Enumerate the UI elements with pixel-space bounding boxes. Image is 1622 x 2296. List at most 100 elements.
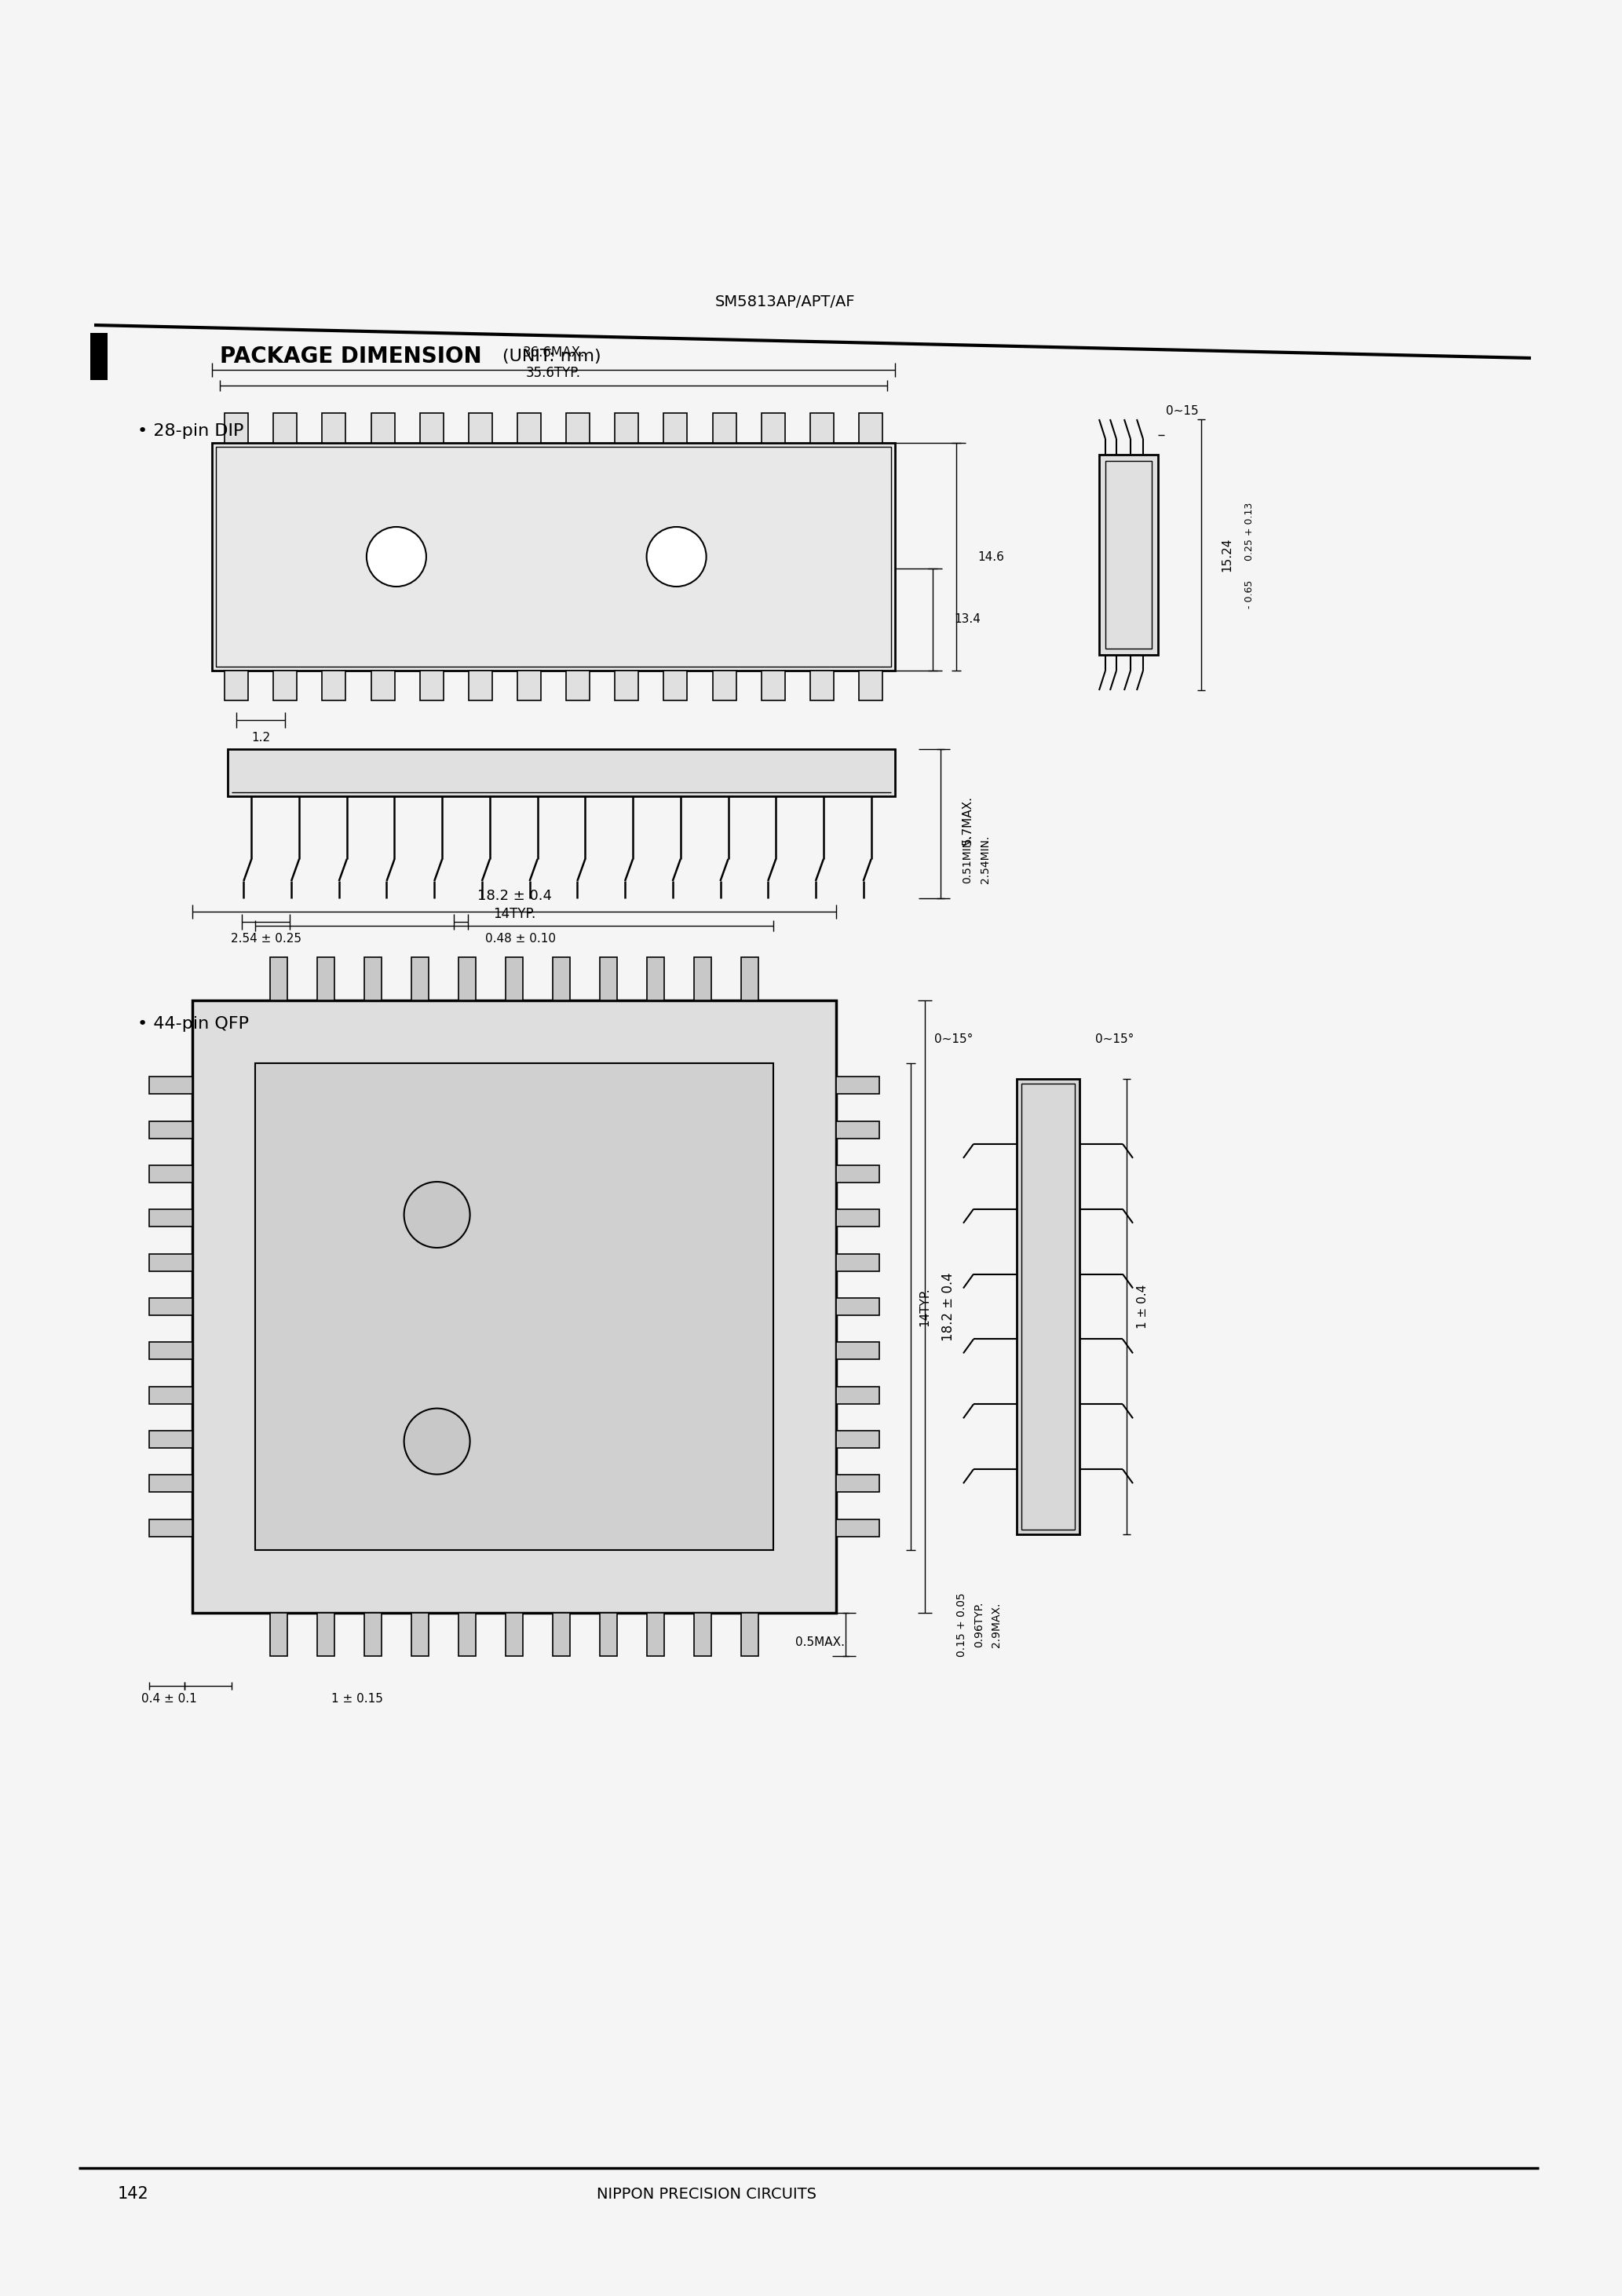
Text: 14TYP.: 14TYP. — [920, 1288, 931, 1327]
Text: 14TYP.: 14TYP. — [493, 907, 535, 921]
Text: 0.15 + 0.05: 0.15 + 0.05 — [957, 1593, 967, 1658]
Text: 1.2: 1.2 — [251, 732, 271, 744]
Text: 0.5MAX.: 0.5MAX. — [796, 1637, 845, 1649]
Text: SM5813AP/APT/AF: SM5813AP/APT/AF — [715, 294, 855, 310]
Text: PACKAGE DIMENSION: PACKAGE DIMENSION — [221, 344, 482, 367]
Bar — [506, 957, 522, 1001]
Bar — [274, 413, 297, 443]
Bar — [371, 413, 394, 443]
Bar — [809, 670, 834, 700]
Bar — [858, 670, 882, 700]
Bar — [517, 413, 540, 443]
Bar — [323, 670, 345, 700]
Text: (UNIT: mm): (UNIT: mm) — [503, 349, 602, 365]
Bar — [835, 1474, 879, 1492]
Bar — [835, 1520, 879, 1536]
Bar — [663, 413, 688, 443]
Bar — [835, 1254, 879, 1272]
Text: 18.2 ± 0.4: 18.2 ± 0.4 — [941, 1272, 955, 1341]
Bar — [506, 1612, 522, 1655]
Bar — [835, 1430, 879, 1449]
Bar — [1106, 461, 1152, 647]
Bar — [566, 670, 590, 700]
Bar — [149, 1120, 193, 1139]
Bar — [412, 1612, 428, 1655]
Bar — [318, 957, 334, 1001]
Text: 2.9MAX.: 2.9MAX. — [991, 1603, 1002, 1646]
Text: 13.4: 13.4 — [954, 613, 980, 625]
Bar — [647, 1612, 663, 1655]
Text: 0~15: 0~15 — [1166, 406, 1199, 418]
Text: 35.6TYP.: 35.6TYP. — [526, 365, 581, 381]
Bar — [365, 1612, 381, 1655]
Text: 0.96TYP.: 0.96TYP. — [973, 1603, 985, 1649]
Text: • 28-pin DIP: • 28-pin DIP — [138, 422, 243, 439]
Text: 0~15°: 0~15° — [1095, 1033, 1134, 1045]
Bar — [858, 413, 882, 443]
Text: 5.7MAX.: 5.7MAX. — [962, 794, 973, 845]
Circle shape — [647, 526, 706, 585]
Text: 15.24: 15.24 — [1221, 537, 1233, 572]
Bar — [274, 670, 297, 700]
Bar — [835, 1297, 879, 1316]
Bar — [459, 1612, 475, 1655]
Bar — [212, 443, 895, 670]
Bar — [1100, 455, 1158, 654]
Bar — [809, 413, 834, 443]
Bar — [91, 333, 107, 381]
Bar — [835, 1077, 879, 1093]
Text: 1 ± 0.4: 1 ± 0.4 — [1137, 1283, 1148, 1329]
Bar — [420, 413, 443, 443]
Bar — [761, 670, 785, 700]
Bar — [459, 957, 475, 1001]
Bar — [365, 957, 381, 1001]
Bar — [694, 1612, 712, 1655]
Bar — [600, 957, 616, 1001]
Text: 18.2 ± 0.4: 18.2 ± 0.4 — [477, 889, 551, 902]
Bar — [647, 957, 663, 1001]
Bar — [553, 1612, 569, 1655]
Bar — [193, 1001, 835, 1612]
Circle shape — [404, 1182, 470, 1247]
Bar — [600, 1612, 616, 1655]
Bar — [371, 670, 394, 700]
Text: 0.25 + 0.13: 0.25 + 0.13 — [1244, 503, 1254, 560]
Bar — [216, 448, 890, 666]
Bar — [835, 1120, 879, 1139]
Bar — [149, 1387, 193, 1403]
Bar — [323, 413, 345, 443]
Circle shape — [404, 1407, 470, 1474]
Bar — [835, 1343, 879, 1359]
Bar — [663, 670, 688, 700]
Bar — [318, 1612, 334, 1655]
Bar — [149, 1297, 193, 1316]
Bar — [553, 957, 569, 1001]
Text: 0~15°: 0~15° — [934, 1033, 973, 1045]
Text: 2.54 ± 0.25: 2.54 ± 0.25 — [230, 932, 302, 946]
Bar — [835, 1387, 879, 1403]
Bar — [1017, 1079, 1080, 1534]
Bar — [149, 1254, 193, 1272]
Text: NIPPON PRECISION CIRCUITS: NIPPON PRECISION CIRCUITS — [597, 2186, 816, 2202]
Bar — [224, 670, 248, 700]
Bar — [615, 670, 639, 700]
Bar — [224, 413, 248, 443]
Bar — [149, 1210, 193, 1226]
Bar — [420, 670, 443, 700]
Bar — [469, 670, 491, 700]
Bar — [517, 670, 540, 700]
Bar — [712, 413, 736, 443]
Text: 0.4 ± 0.1: 0.4 ± 0.1 — [141, 1694, 196, 1706]
Bar — [741, 957, 759, 1001]
Bar — [412, 957, 428, 1001]
Bar — [227, 748, 895, 797]
Text: 0.51MIN.: 0.51MIN. — [962, 836, 973, 884]
Text: 2.54MIN.: 2.54MIN. — [980, 836, 991, 884]
Bar — [149, 1520, 193, 1536]
Bar — [149, 1164, 193, 1182]
Bar — [694, 957, 712, 1001]
Bar — [741, 1612, 759, 1655]
Bar — [566, 413, 590, 443]
Text: 14.6: 14.6 — [978, 551, 1004, 563]
Bar — [712, 670, 736, 700]
